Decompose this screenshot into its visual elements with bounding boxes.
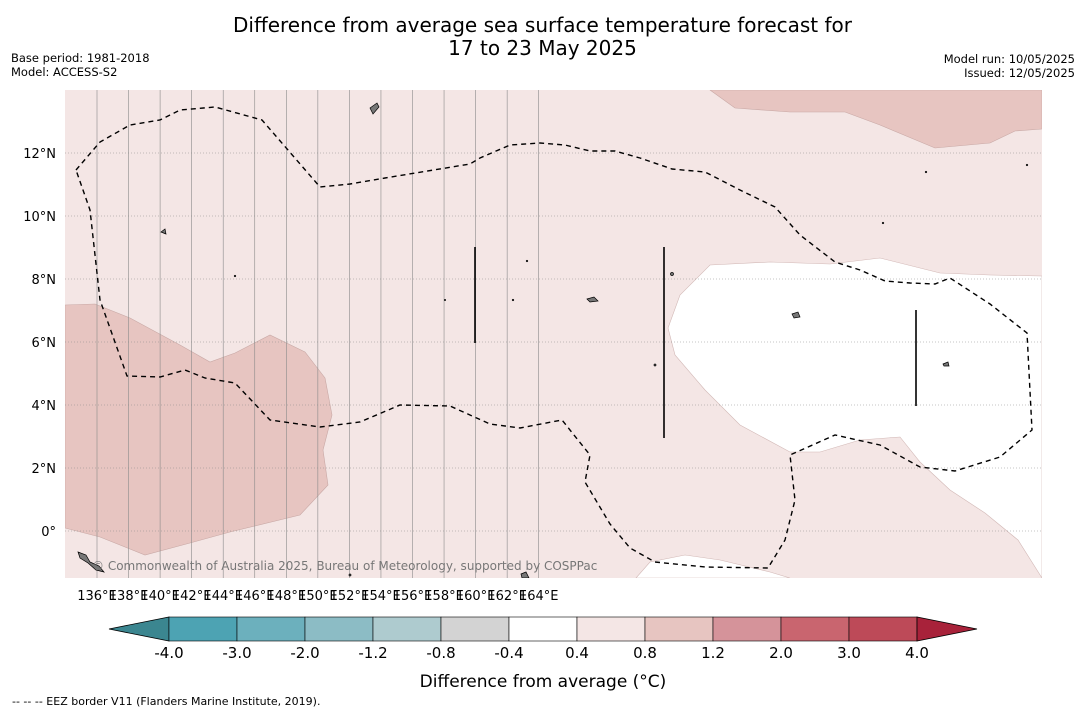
island-kosrae: [942, 361, 950, 367]
island-pohnpei: [791, 311, 801, 319]
colorbar-tick-label: 1.2: [701, 644, 725, 662]
map-panel: © Commonwealth of Australia 2025, Bureau…: [65, 90, 1042, 578]
latitude-tick-label: 6°N: [32, 336, 57, 351]
latitude-tick-label: 10°N: [23, 210, 56, 225]
model-run-text: Model run: 10/05/2025: [943, 52, 1075, 66]
warm-anomaly-region-west: [65, 303, 333, 556]
island-atoll: [1025, 163, 1029, 167]
graticule: [65, 90, 1042, 578]
island-bougainville-tip: [520, 571, 530, 578]
latitude-axis: 12°N 10°N 8°N 6°N 4°N 2°N 0°: [23, 147, 56, 540]
island-atoll: [653, 363, 657, 367]
latitude-tick-label: 0°: [41, 525, 56, 540]
warm-anomaly-region-north: [709, 90, 1042, 149]
island-atoll: [924, 170, 928, 174]
title-line-2: 17 to 23 May 2025: [448, 36, 637, 60]
eez-border-outer: [75, 106, 1033, 569]
longitude-tick-label: 146°E: [235, 589, 275, 604]
longitude-tick-label: 164°E: [519, 589, 559, 604]
colorbar-segment: [508, 616, 578, 642]
island-chuuk: [586, 296, 599, 303]
island-atoll: [233, 274, 237, 278]
island-atoll: [348, 573, 352, 577]
longitude-tick-label: 160°E: [456, 589, 496, 604]
island-atoll: [881, 221, 885, 225]
colorbar: -4.0 -3.0 -2.0 -1.2 -0.8 -0.4 0.4 0.8 1.2 2.0 3.0 4…: [108, 616, 978, 692]
island-atoll: [511, 298, 515, 302]
longitude-tick-label: 142°E: [172, 589, 212, 604]
colorbar-segment: [372, 616, 442, 642]
colorbar-tick-label: 0.4: [565, 644, 589, 662]
colorbar-tick-label: -3.0: [222, 644, 251, 662]
island-atoll: [443, 298, 447, 302]
run-info: Model run: 10/05/2025 Issued: 12/05/2025: [944, 52, 1075, 80]
latitude-tick-label: 12°N: [23, 147, 56, 162]
latitude-tick-label: 8°N: [32, 273, 57, 288]
colorbar-segment: [712, 616, 782, 642]
colorbar-tick-label: 4.0: [905, 644, 929, 662]
latitude-tick-label: 4°N: [32, 399, 57, 414]
longitude-tick-label: 158°E: [424, 589, 464, 604]
colorbar-tick-label: -0.4: [494, 644, 523, 662]
island-atoll: [525, 259, 529, 263]
model-info: Base period: 1981-2018 Model: ACCESS-S2: [11, 51, 150, 79]
island-atoll: [670, 272, 674, 276]
colorbar-label: Difference from average (°C): [420, 672, 667, 692]
island-ulithi: [160, 228, 167, 235]
latitude-tick-label: 2°N: [32, 462, 57, 477]
colorbar-segment: [848, 616, 918, 642]
model-text: Model: ACCESS-S2: [11, 65, 118, 79]
colorbar-segment: [168, 616, 238, 642]
colorbar-tick-label: -0.8: [426, 644, 455, 662]
island-northern-png: [77, 551, 105, 573]
eez-footnote: -- -- -- EEZ border V11 (Flanders Marine…: [12, 695, 321, 708]
longitude-tick-label: 150°E: [298, 589, 338, 604]
longitude-axis: 136°E138°E140°E142°E144°E146°E148°E150°E…: [77, 589, 558, 604]
colorbar-tick-label: -2.0: [290, 644, 319, 662]
longitude-tick-label: 136°E: [77, 589, 117, 604]
colorbar-tick-label: 3.0: [837, 644, 861, 662]
islands: [77, 102, 1029, 578]
colorbar-segment: [780, 616, 850, 642]
colorbar-segment: [440, 616, 510, 642]
eez-solid-segments: [474, 247, 917, 438]
longitude-tick-label: 148°E: [267, 589, 307, 604]
longitude-tick-label: 154°E: [361, 589, 401, 604]
map-title: Difference from average sea surface temp…: [0, 14, 1085, 60]
longitude-tick-label: 152°E: [330, 589, 370, 604]
colorbar-segment: [576, 616, 646, 642]
colorbar-over-arrow: [916, 616, 978, 642]
island-guam: [369, 102, 380, 115]
copyright-notice: © Commonwealth of Australia 2025, Bureau…: [92, 559, 597, 573]
colorbar-under-arrow: [108, 616, 170, 642]
longitude-tick-label: 156°E: [393, 589, 433, 604]
colorbar-segment: [236, 616, 306, 642]
title-line-1: Difference from average sea surface temp…: [232, 13, 852, 37]
neutral-anomaly-region-east: [667, 257, 1042, 578]
colorbar-segment: [304, 616, 374, 642]
longitude-tick-label: 140°E: [140, 589, 180, 604]
colorbar-tick-label: -4.0: [154, 644, 183, 662]
longitude-tick-label: 162°E: [487, 589, 527, 604]
longitude-tick-label: 144°E: [203, 589, 243, 604]
issued-text: Issued: 12/05/2025: [964, 66, 1075, 80]
longitude-tick-label: 138°E: [109, 589, 149, 604]
colorbar-tick-label: -1.2: [358, 644, 387, 662]
colorbar-tick-label: 2.0: [769, 644, 793, 662]
colorbar-tick-label: 0.8: [633, 644, 657, 662]
colorbar-segment: [644, 616, 714, 642]
base-period-text: Base period: 1981-2018: [11, 51, 150, 65]
